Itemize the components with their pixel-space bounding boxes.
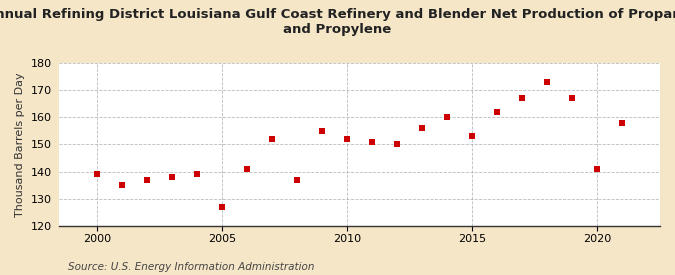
Point (417, 126, 428, 130)
Point (367, 139, 377, 144)
Point (492, 110, 503, 114)
Point (91, 172, 102, 177)
Point (292, 178, 302, 182)
Point (142, 178, 153, 182)
Text: Source: U.S. Energy Information Administration: Source: U.S. Energy Information Administ… (68, 262, 314, 272)
Point (617, 120, 628, 125)
Point (592, 167, 603, 171)
Point (567, 96, 578, 100)
Point (167, 175, 178, 179)
Point (392, 142, 402, 147)
Point (192, 172, 202, 177)
Point (542, 80, 553, 84)
Point (242, 167, 252, 171)
Point (467, 134, 478, 139)
Point (342, 137, 352, 141)
Y-axis label: Thousand Barrels per Day: Thousand Barrels per Day (15, 72, 25, 217)
Point (117, 183, 128, 187)
Text: Annual Refining District Louisiana Gulf Coast Refinery and Blender Net Productio: Annual Refining District Louisiana Gulf … (0, 8, 675, 36)
Point (442, 115, 453, 119)
Point (517, 96, 528, 100)
Point (217, 205, 227, 209)
Point (267, 137, 277, 141)
Point (317, 129, 327, 133)
